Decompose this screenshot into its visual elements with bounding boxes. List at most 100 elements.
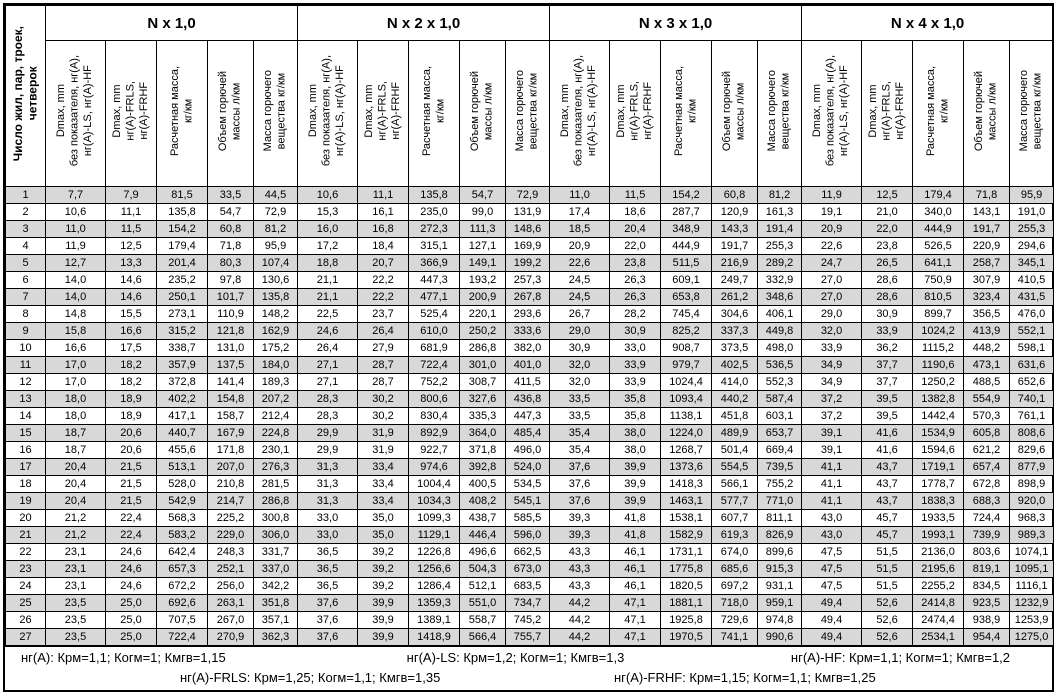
value-cell: 23,7 — [357, 305, 409, 323]
value-cell: 17,0 — [45, 356, 106, 374]
value-cell: 216,9 — [711, 254, 759, 272]
value-cell: 11,0 — [549, 186, 611, 204]
value-cell: 41,1 — [801, 475, 863, 493]
column-header-label: Объем горючей массы л/км — [721, 70, 747, 152]
value-cell: 1382,8 — [912, 390, 965, 408]
value-cell: 41,8 — [609, 526, 662, 544]
value-cell: 524,0 — [504, 458, 551, 476]
column-header-label: Dmax, mm нг(A)-FRLS, нг(A)-FRHF — [110, 81, 150, 141]
value-cell: 476,0 — [1009, 305, 1055, 323]
value-cell: 739,5 — [757, 458, 803, 476]
value-cell: 357,9 — [156, 356, 208, 374]
table-row-10: 10 16,6 17,5 338,7 131,0 175,2 26,4 27,9 681,9 28… — [5, 339, 1055, 357]
value-cell: 33,5 — [549, 407, 611, 425]
table-row-19: 19 20,4 21,5 542,9 214,7 286,8 31,3 33,4 1034,3 4… — [5, 492, 1055, 510]
value-cell: 200,9 — [459, 288, 506, 306]
value-cell: 33,0 — [297, 509, 358, 527]
value-cell: 37,6 — [297, 628, 358, 646]
column-header-label: Объем горючей массы л/км — [217, 70, 243, 152]
value-cell: 750,9 — [912, 271, 965, 289]
column-header-label: Расчетная масса, кг/км — [420, 65, 446, 157]
value-cell: 212,4 — [253, 407, 298, 425]
value-cell: 877,9 — [1009, 458, 1055, 476]
value-cell: 39,9 — [609, 492, 662, 510]
value-cell: 307,9 — [963, 271, 1011, 289]
value-cell: 446,4 — [459, 526, 506, 544]
value-cell: 81,2 — [253, 220, 298, 238]
value-cell: 35,8 — [609, 390, 662, 408]
value-cell: 673,0 — [504, 560, 551, 578]
value-cell: 570,3 — [963, 407, 1011, 425]
value-cell: 1256,6 — [408, 560, 460, 578]
value-cell: 1250,2 — [912, 373, 965, 391]
value-cell: 294,6 — [1009, 237, 1055, 255]
value-cell: 974,6 — [408, 458, 460, 476]
value-cell: 755,7 — [504, 628, 551, 646]
value-cell: 276,3 — [253, 458, 298, 476]
value-cell: 17,2 — [297, 237, 358, 255]
value-cell: 54,7 — [207, 203, 254, 221]
value-cell: 681,9 — [408, 339, 460, 357]
value-cell: 29,9 — [297, 424, 358, 442]
value-cell: 11,1 — [105, 203, 157, 221]
value-cell: 81,5 — [156, 186, 208, 204]
column-header-label: Dmax, mm нг(A)-FRLS, нг(A)-FRHF — [614, 81, 654, 141]
value-cell: 315,2 — [156, 322, 208, 340]
value-cell: 26,4 — [297, 339, 358, 357]
value-cell: 33,4 — [357, 458, 409, 476]
value-cell: 2136,0 — [912, 543, 965, 561]
value-cell: 175,2 — [253, 339, 298, 357]
value-cell: 161,3 — [757, 203, 803, 221]
value-cell: 300,8 — [253, 509, 298, 527]
value-cell: 657,4 — [963, 458, 1011, 476]
value-cell: 36,2 — [861, 339, 914, 357]
column-header-g4-c3: Расчетная масса, кг/км — [912, 40, 965, 187]
value-cell: 2255,2 — [912, 577, 965, 595]
row-number-cell: 25 — [5, 594, 46, 612]
row-number-cell: 5 — [5, 254, 46, 272]
value-cell: 1582,9 — [660, 526, 713, 544]
value-cell: 46,1 — [609, 560, 662, 578]
table-row-15: 15 18,7 20,6 440,7 167,9 224,8 29,9 31,9 892,9 36… — [5, 424, 1055, 442]
value-cell: 16,6 — [45, 339, 106, 357]
value-cell: 22,0 — [861, 220, 914, 238]
value-cell: 1004,4 — [408, 475, 460, 493]
value-cell: 373,5 — [711, 339, 759, 357]
value-cell: 36,5 — [297, 560, 358, 578]
value-cell: 431,5 — [1009, 288, 1055, 306]
value-cell: 41,8 — [609, 509, 662, 527]
value-cell: 22,0 — [609, 237, 662, 255]
footer-line-1: нг(A): Крм=1,1; Когм=1; Кмгв=1,15 нг(A)-… — [5, 648, 1052, 668]
value-cell: 28,6 — [861, 271, 914, 289]
value-cell: 688,3 — [963, 492, 1011, 510]
value-cell: 26,3 — [609, 271, 662, 289]
value-cell: 417,1 — [156, 407, 208, 425]
value-cell: 24,5 — [549, 288, 611, 306]
row-number-cell: 17 — [5, 458, 46, 476]
value-cell: 191,7 — [963, 220, 1011, 238]
value-cell: 922,7 — [408, 441, 460, 459]
value-cell: 545,1 — [504, 492, 551, 510]
group-header-3: N x 3 x 1,0 — [549, 5, 803, 41]
value-cell: 306,0 — [253, 526, 298, 544]
value-cell: 235,0 — [408, 203, 460, 221]
row-number-cell: 24 — [5, 577, 46, 595]
value-cell: 191,4 — [757, 220, 803, 238]
value-cell: 739,9 — [963, 526, 1011, 544]
value-cell: 23,8 — [609, 254, 662, 272]
value-cell: 29,9 — [297, 441, 358, 459]
value-cell: 24,5 — [549, 271, 611, 289]
value-cell: 39,3 — [549, 526, 611, 544]
value-cell: 609,1 — [660, 271, 713, 289]
value-cell: 141,4 — [207, 373, 254, 391]
footer-note-ng-a-frls: нг(A)-FRLS: Крм=1,25; Когм=1,1; Кмгв=1,3… — [180, 670, 441, 685]
value-cell: 20,9 — [801, 220, 863, 238]
value-cell: 23,8 — [861, 237, 914, 255]
value-cell: 14,8 — [45, 305, 106, 323]
table-row-1: 1 7,7 7,9 81,5 33,5 44,5 10,6 11,1 135,8 54,7 72,9… — [5, 186, 1055, 204]
column-header-g1-c5: Масса горючего вещества кг/км — [253, 40, 298, 187]
value-cell: 255,3 — [757, 237, 803, 255]
value-cell: 21,1 — [297, 271, 358, 289]
value-cell: 1190,6 — [912, 356, 965, 374]
value-cell: 552,3 — [757, 373, 803, 391]
